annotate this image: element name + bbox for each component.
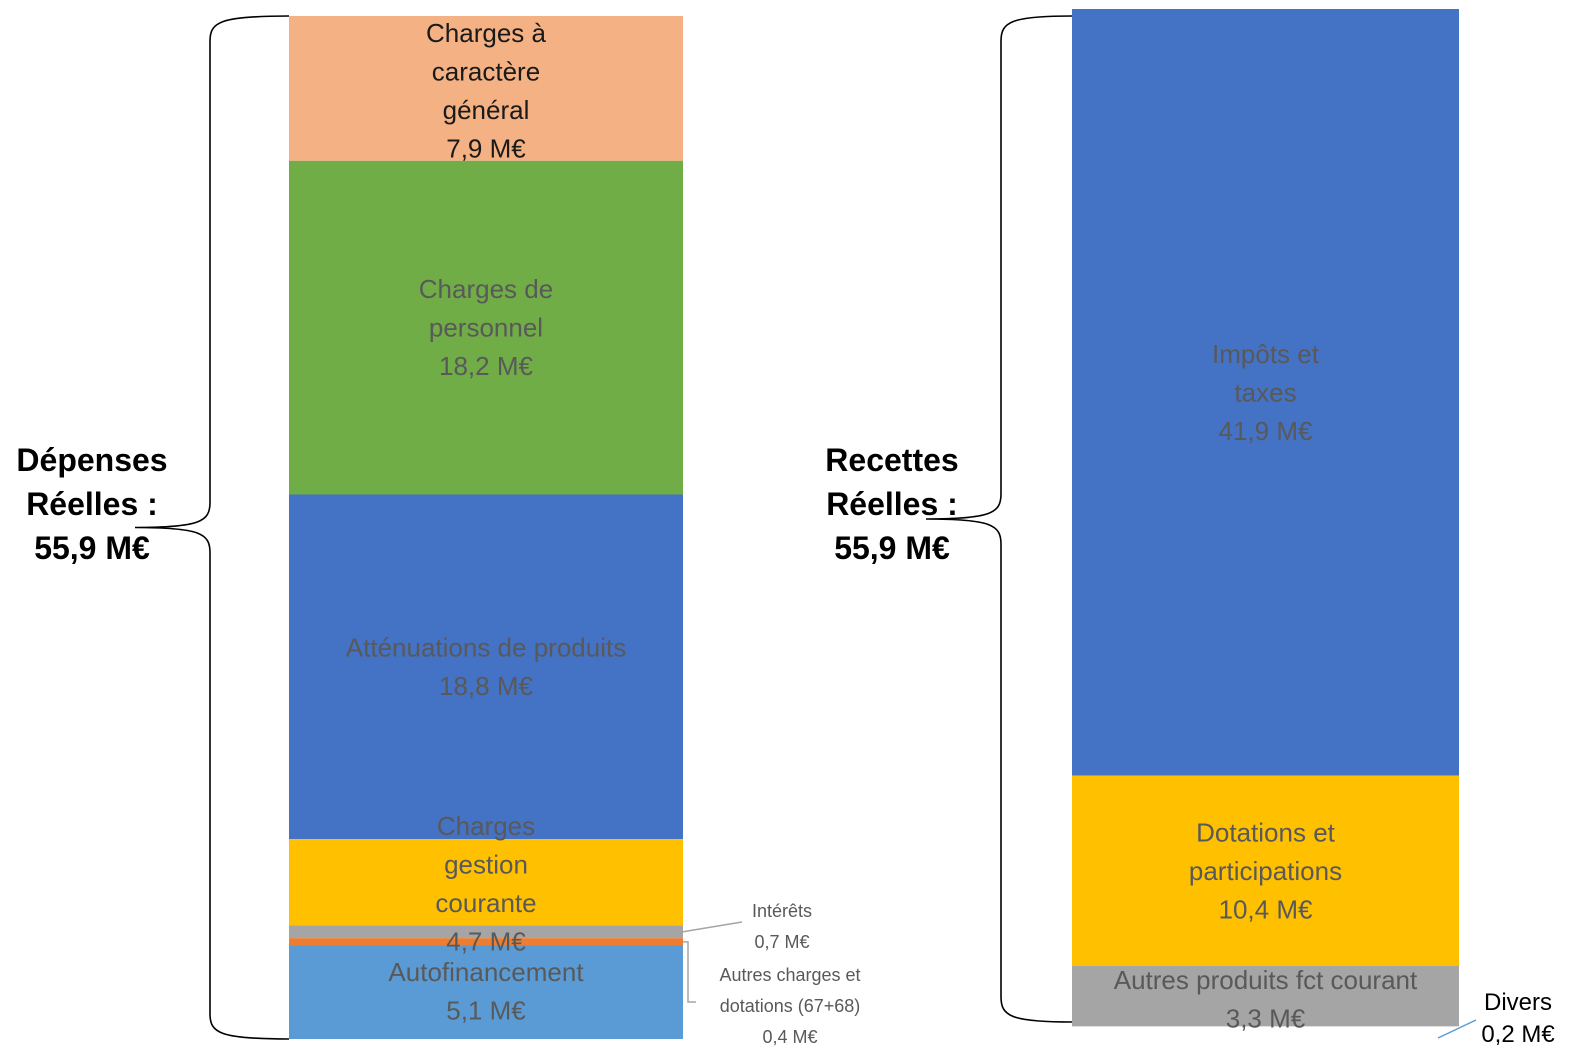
recettes-title-line-2: Réelles : — [826, 486, 958, 522]
bar-1-segment-2-label-line-1: Charges de — [419, 274, 553, 304]
bar-1-segment-4-label-line-2: gestion — [444, 850, 528, 880]
depenses-title-line-2: Réelles : — [26, 486, 158, 522]
bar-2-segment-1-label-line-1: Impôts et — [1212, 339, 1320, 369]
depenses-brace — [134, 15, 290, 1040]
bar-1-segment-5-leader-line — [682, 921, 743, 933]
bar-2-segment-2-value-label: 10,4 M€ — [1219, 894, 1313, 924]
bar-1-segment-2-label-line-2: personnel — [429, 313, 543, 343]
bar-2-segment-2 — [1072, 775, 1459, 966]
bar-1-segment-1-value-label: 7,9 M€ — [446, 134, 526, 164]
bar-2-segment-4-label-line-1: Divers — [1484, 989, 1552, 1016]
bar-1-segment-2 — [289, 160, 683, 495]
bar-1-segment-5-label-line-1: Intérêts — [752, 901, 812, 921]
bar-1-segment-5-value-label: 0,7 M€ — [754, 932, 809, 952]
bar-1-segment-6-label-line-2: dotations (67+68) — [720, 996, 861, 1016]
bar-1-segment-1-label-line-2: caractère — [432, 57, 540, 87]
bar-2-segment-2-label-line-1: Dotations et — [1196, 817, 1336, 847]
bar-2-segment-3-value-label: 3,3 M€ — [1226, 1004, 1306, 1034]
bar-1-segment-7 — [289, 945, 683, 1039]
bar-2-segment-4-value-label: 0,2 M€ — [1481, 1021, 1555, 1048]
bar-2-segment-4-leader-line — [1437, 1019, 1477, 1039]
bar-1-segment-4-label-line-3: courante — [435, 888, 536, 918]
bar-1-segment-1-label-line-1: Charges à — [426, 18, 546, 48]
bar-1-segment-7-label-line-1: Autofinancement — [388, 957, 584, 987]
bar-1-segment-4-label-line-1: Charges — [437, 811, 535, 841]
bar-2-segment-1-value-label: 41,9 M€ — [1219, 416, 1313, 446]
depenses-title: Dépenses Réelles : 55,9 M€ — [12, 438, 172, 570]
bar-1-segment-6-value-label: 0,4 M€ — [762, 1027, 817, 1047]
bar-2-segment-3-label-line-1: Autres produits fct courant — [1114, 965, 1418, 995]
recettes-brace — [925, 15, 1073, 1023]
bar-1-segment-2-value-label: 18,2 M€ — [439, 351, 533, 381]
bar-2-segment-2-label-line-2: participations — [1189, 856, 1342, 886]
bar-1-segment-4 — [289, 839, 683, 926]
depenses-title-line-1: Dépenses — [16, 442, 168, 478]
depenses-title-line-3: 55,9 M€ — [34, 530, 150, 566]
bar-1-segment-3-label-line-1: Atténuations de produits — [346, 633, 626, 663]
bar-1-segment-5 — [289, 925, 683, 939]
recettes-title-line-3: 55,9 M€ — [834, 530, 950, 566]
bar-1-segment-4-value-label: 4,7 M€ — [446, 927, 526, 957]
bar-1-segment-1 — [289, 16, 683, 161]
bar-1-segment-1-label-line-3: général — [443, 95, 530, 125]
bar-1-segment-7-value-label: 5,1 M€ — [446, 996, 526, 1026]
recettes-title-line-1: Recettes — [825, 442, 959, 478]
bar-1-segment-6 — [289, 938, 683, 946]
bar-1-segment-6-label-line-1: Autres charges et — [719, 965, 860, 985]
bar-2-segment-1 — [1072, 9, 1459, 776]
recettes-title: Recettes Réelles : 55,9 M€ — [812, 438, 972, 570]
bar-1-segment-3 — [289, 494, 683, 840]
bar-2-segment-1-label-line-2: taxes — [1234, 377, 1296, 407]
bar-2-segment-3 — [1072, 965, 1459, 1027]
bar-1-segment-6-leader-line — [683, 941, 696, 1003]
bar-1-segment-3-value-label: 18,8 M€ — [439, 671, 533, 701]
